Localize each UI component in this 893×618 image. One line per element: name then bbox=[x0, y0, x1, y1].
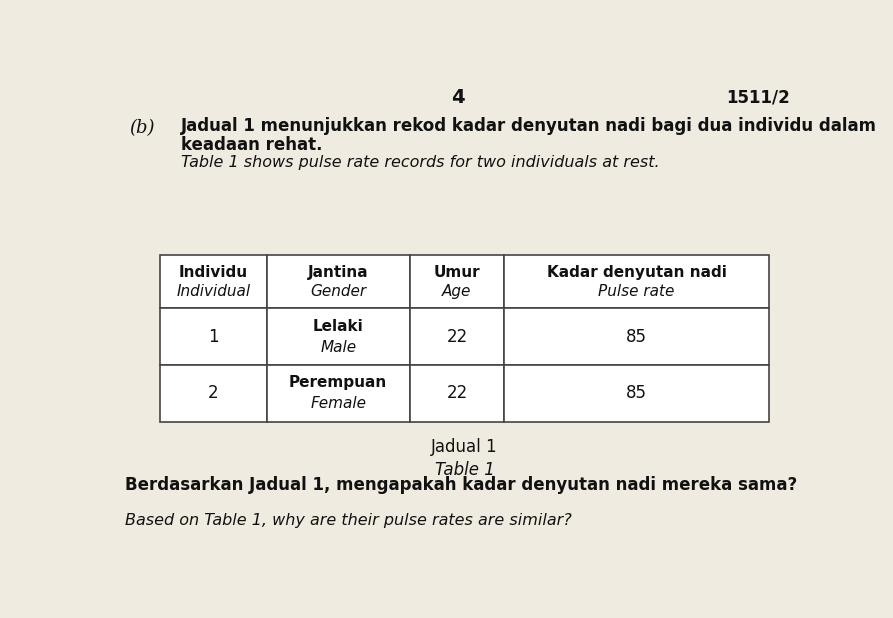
Text: Male: Male bbox=[321, 339, 356, 355]
Text: Based on Table 1, why are their pulse rates are similar?: Based on Table 1, why are their pulse ra… bbox=[125, 514, 572, 528]
Text: 22: 22 bbox=[446, 328, 468, 345]
Bar bbox=[505, 255, 769, 308]
Text: (b): (b) bbox=[129, 119, 154, 137]
Bar bbox=[410, 308, 505, 365]
Bar bbox=[160, 308, 267, 365]
Bar bbox=[410, 255, 505, 308]
Text: Berdasarkan Jadual 1, mengapakah kadar denyutan nadi mereka sama?: Berdasarkan Jadual 1, mengapakah kadar d… bbox=[125, 476, 797, 494]
Text: 4: 4 bbox=[451, 88, 464, 108]
Bar bbox=[505, 365, 769, 421]
Text: 85: 85 bbox=[626, 384, 647, 402]
Text: keadaan rehat.: keadaan rehat. bbox=[180, 136, 322, 154]
Bar bbox=[160, 255, 267, 308]
Text: Jantina: Jantina bbox=[308, 265, 369, 279]
Bar bbox=[505, 308, 769, 365]
Text: Gender: Gender bbox=[310, 284, 366, 298]
Text: Pulse rate: Pulse rate bbox=[598, 284, 675, 298]
Text: Umur: Umur bbox=[434, 265, 480, 279]
Text: 1: 1 bbox=[208, 328, 219, 345]
Bar bbox=[267, 255, 410, 308]
Text: Kadar denyutan nadi: Kadar denyutan nadi bbox=[547, 265, 727, 279]
Text: 85: 85 bbox=[626, 328, 647, 345]
Text: Individu: Individu bbox=[179, 265, 248, 279]
Bar bbox=[267, 365, 410, 421]
Bar bbox=[267, 308, 410, 365]
Bar bbox=[160, 365, 267, 421]
Text: Table 1: Table 1 bbox=[435, 461, 495, 479]
Text: Perempuan: Perempuan bbox=[289, 375, 388, 390]
Text: 2: 2 bbox=[208, 384, 219, 402]
Bar bbox=[410, 365, 505, 421]
Text: 22: 22 bbox=[446, 384, 468, 402]
Text: Table 1 shows pulse rate records for two individuals at rest.: Table 1 shows pulse rate records for two… bbox=[180, 155, 659, 170]
Text: Jadual 1: Jadual 1 bbox=[431, 438, 498, 456]
Text: Jadual 1 menunjukkan rekod kadar denyutan nadi bagi dua individu dalam: Jadual 1 menunjukkan rekod kadar denyuta… bbox=[180, 117, 877, 135]
Text: Female: Female bbox=[310, 396, 366, 411]
Text: Lelaki: Lelaki bbox=[313, 319, 363, 334]
Text: Individual: Individual bbox=[176, 284, 250, 298]
Text: Age: Age bbox=[442, 284, 472, 298]
Text: 1511/2: 1511/2 bbox=[726, 88, 790, 106]
